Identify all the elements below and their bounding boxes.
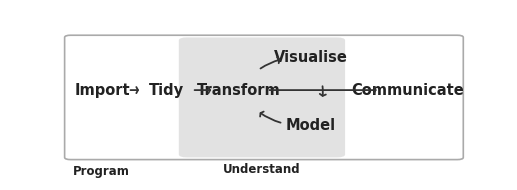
Text: Model: Model xyxy=(286,118,336,133)
FancyBboxPatch shape xyxy=(179,37,345,157)
Text: Understand: Understand xyxy=(223,162,301,176)
Text: Transform: Transform xyxy=(197,83,281,98)
Text: Communicate: Communicate xyxy=(351,83,464,98)
Text: Visualise: Visualise xyxy=(274,50,348,65)
Text: Import: Import xyxy=(75,83,130,98)
Text: Tidy: Tidy xyxy=(149,83,185,98)
FancyBboxPatch shape xyxy=(65,35,463,160)
Text: Program: Program xyxy=(72,165,130,178)
